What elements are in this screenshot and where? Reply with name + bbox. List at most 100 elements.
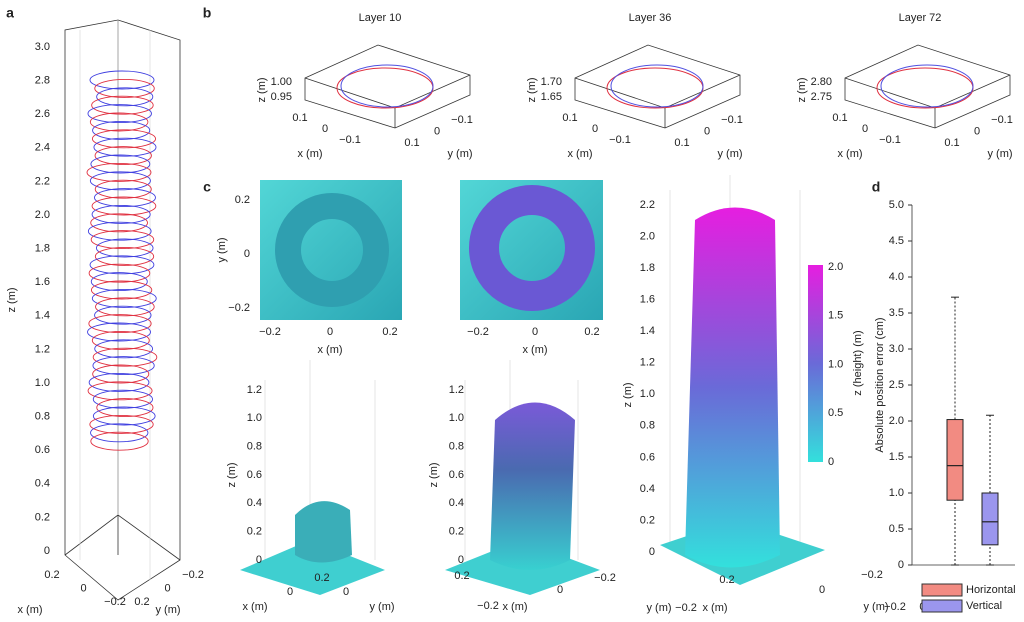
z-tick-label: 0 <box>256 554 262 566</box>
trajectory-loop <box>94 146 152 166</box>
axis-label: x (m) <box>702 602 727 614</box>
axis-label: y (m) <box>717 148 742 160</box>
colorbar-tick-label: 2.0 <box>828 261 843 273</box>
trajectory-loop <box>93 137 157 157</box>
x-tick-label: −0.1 <box>879 134 901 146</box>
z-tick-label: 0 <box>44 545 50 557</box>
x-tick-label: 0 <box>322 123 328 135</box>
trajectory-loop <box>90 230 155 250</box>
decoration <box>64 19 1015 601</box>
axis-label: x (m) <box>837 148 862 160</box>
z-tick-label: 2.80 <box>811 76 832 88</box>
x-tick-label: −0.2 <box>675 602 697 614</box>
trajectory-loop <box>92 120 151 140</box>
trajectory-loop <box>87 381 153 401</box>
z-tick-label: 2.4 <box>35 142 50 154</box>
colorbar-label: z (height) (m) <box>852 330 864 395</box>
y-tick-label: −0.1 <box>721 114 743 126</box>
legend-label: Horizontal <box>966 584 1016 596</box>
panel-label: b <box>203 5 212 21</box>
axis-label: z (m) <box>226 462 238 487</box>
z-tick-label: 1.2 <box>449 384 464 396</box>
y-tick-label: −0.2 <box>182 569 204 581</box>
z-tick-label: 1.0 <box>35 377 50 389</box>
trajectory-loop <box>91 95 154 115</box>
y-tick-label: 0 <box>557 584 563 596</box>
z-tick-label: 1.6 <box>35 276 50 288</box>
trajectory-loop <box>90 280 153 300</box>
y-tick-label: 0 <box>434 125 440 137</box>
panel-label: c <box>203 179 211 195</box>
axis-label: x (m) <box>502 601 527 613</box>
trajectory-loop <box>90 431 149 451</box>
y-tick-label: 0.1 <box>944 137 959 149</box>
trajectory-loop <box>94 188 156 208</box>
x-tick-label: 0.2 <box>719 574 734 586</box>
trajectory-loop <box>89 112 149 132</box>
x-tick-label: 0 <box>592 123 598 135</box>
subplot-title: Layer 10 <box>359 12 402 24</box>
y-tick-label: 2.0 <box>889 415 904 427</box>
x-tick-label: 0.1 <box>832 112 847 124</box>
subplot-title: Layer 72 <box>899 12 942 24</box>
trajectory-loop <box>92 356 155 376</box>
z-tick-label: 0.4 <box>247 497 262 509</box>
colorbar-tick-label: 0 <box>828 456 834 468</box>
z-tick-label: 0.2 <box>247 526 262 538</box>
z-tick-label: 2.2 <box>640 199 655 211</box>
axis-label: z (m) <box>256 77 268 102</box>
x-tick-label: 0 <box>80 582 86 594</box>
y-tick-label: 0 <box>164 582 170 594</box>
y-tick-label: 3.5 <box>889 307 904 319</box>
y-tick-label: 0.2 <box>134 596 149 608</box>
trajectory-loop <box>92 389 153 409</box>
trajectory-loop <box>95 297 155 317</box>
trajectory-loop <box>94 246 155 266</box>
x-tick-label: 0.2 <box>382 326 397 338</box>
trajectory-loop <box>87 104 152 124</box>
axis-label: Absolute position error (cm) <box>874 317 886 452</box>
z-tick-label: 0.4 <box>640 483 655 495</box>
x-tick-label: −0.2 <box>477 600 499 612</box>
z-tick-label: 1.4 <box>35 310 50 322</box>
y-tick-label: 0 <box>819 584 825 596</box>
trajectory-loop <box>92 347 158 367</box>
y-tick-label: −0.2 <box>594 572 616 584</box>
y-tick-label: −0.2 <box>884 601 906 613</box>
z-tick-label: 2.2 <box>35 175 50 187</box>
box <box>981 492 999 546</box>
y-tick-label: 0.2 <box>235 194 250 206</box>
x-tick-label: −0.2 <box>259 326 281 338</box>
z-tick-label: 1.4 <box>640 325 655 337</box>
trajectory-loop <box>89 255 155 275</box>
trajectory-loop <box>91 196 157 216</box>
y-tick-label: 4.5 <box>889 235 904 247</box>
z-tick-label: 0 <box>649 546 655 558</box>
y-tick-label: −0.2 <box>861 569 883 581</box>
trajectory-loop <box>86 162 152 182</box>
trajectory-loop <box>89 171 151 191</box>
z-tick-label: 0.8 <box>449 441 464 453</box>
trajectory-loop <box>88 263 151 283</box>
z-tick-label: 2.8 <box>35 75 50 87</box>
z-tick-label: 1.70 <box>541 76 562 88</box>
trajectory-loop <box>90 423 149 443</box>
trajectory-loop <box>96 87 154 107</box>
z-tick-label: 0.6 <box>35 444 50 456</box>
x-tick-label: 0 <box>287 586 293 598</box>
trajectory-loop <box>90 213 148 233</box>
z-tick-label: 0.6 <box>449 469 464 481</box>
axis-label: x (m) <box>317 344 342 356</box>
x-tick-label: −0.1 <box>609 134 631 146</box>
x-tick-label: 0 <box>532 326 538 338</box>
z-tick-label: 2.0 <box>35 209 50 221</box>
trajectory-loop <box>92 364 150 384</box>
axis-label: z (m) <box>622 382 634 407</box>
panel-label: d <box>872 179 881 195</box>
z-tick-label: 0.4 <box>449 497 464 509</box>
trajectory-loop <box>90 154 151 174</box>
z-tick-label: 1.2 <box>247 384 262 396</box>
y-tick-label: 0.1 <box>674 137 689 149</box>
trajectory-loop <box>87 221 152 241</box>
z-tick-label: 3.0 <box>35 41 50 53</box>
